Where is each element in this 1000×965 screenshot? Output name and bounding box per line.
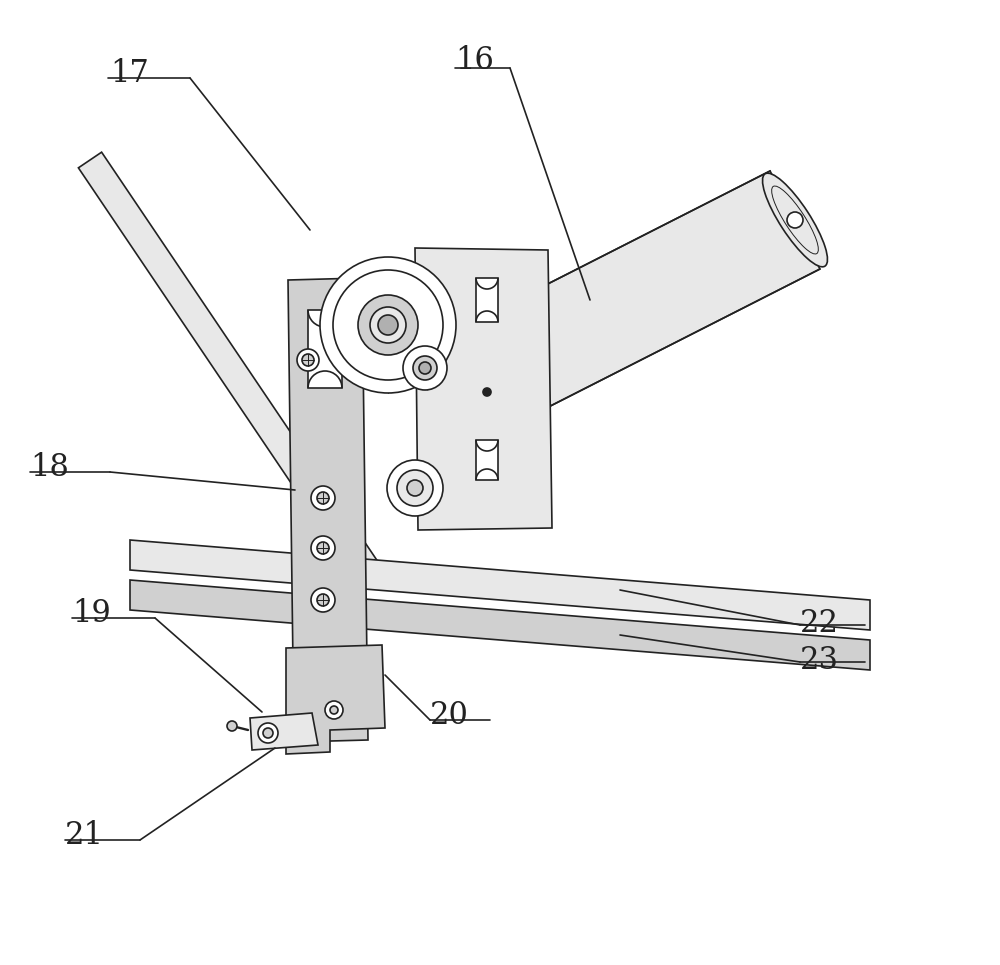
Text: 20: 20	[430, 700, 469, 731]
Polygon shape	[465, 171, 820, 424]
Circle shape	[397, 470, 433, 506]
Circle shape	[311, 588, 335, 612]
Ellipse shape	[763, 173, 827, 267]
Circle shape	[317, 594, 329, 606]
Polygon shape	[288, 278, 368, 742]
Polygon shape	[415, 248, 552, 530]
Circle shape	[297, 349, 319, 371]
Circle shape	[413, 356, 437, 380]
Text: 23: 23	[800, 645, 839, 676]
Circle shape	[227, 721, 237, 731]
Circle shape	[302, 354, 314, 366]
Polygon shape	[286, 645, 385, 754]
Circle shape	[419, 362, 431, 374]
Polygon shape	[476, 278, 498, 322]
Circle shape	[358, 295, 418, 355]
Circle shape	[258, 723, 278, 743]
Circle shape	[787, 212, 803, 228]
Circle shape	[311, 536, 335, 560]
Circle shape	[370, 307, 406, 343]
Polygon shape	[78, 152, 382, 583]
Text: 16: 16	[455, 45, 494, 76]
Circle shape	[330, 706, 338, 714]
Circle shape	[317, 542, 329, 554]
Text: 21: 21	[65, 820, 104, 851]
Circle shape	[311, 486, 335, 510]
Circle shape	[403, 346, 447, 390]
Text: 17: 17	[110, 58, 149, 89]
Polygon shape	[130, 580, 870, 670]
Text: 18: 18	[30, 452, 69, 483]
Polygon shape	[308, 310, 342, 388]
Text: 19: 19	[72, 598, 111, 629]
Circle shape	[325, 701, 343, 719]
Polygon shape	[130, 540, 870, 630]
Circle shape	[317, 492, 329, 504]
Text: 22: 22	[800, 608, 839, 639]
Circle shape	[387, 460, 443, 516]
Polygon shape	[476, 440, 498, 480]
Circle shape	[263, 728, 273, 738]
Circle shape	[483, 388, 491, 396]
Polygon shape	[250, 713, 318, 750]
Circle shape	[378, 315, 398, 335]
Circle shape	[407, 480, 423, 496]
Circle shape	[333, 270, 443, 380]
Circle shape	[320, 257, 456, 393]
